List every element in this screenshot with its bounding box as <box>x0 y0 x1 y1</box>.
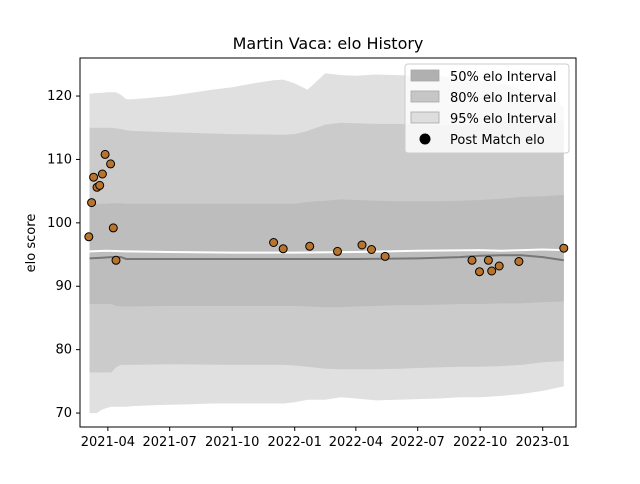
plot-content <box>84 73 569 414</box>
y-tick-label: 120 <box>47 89 72 104</box>
x-tick-label: 2021-07 <box>143 435 197 450</box>
plot-area <box>84 73 569 414</box>
match-point <box>305 241 315 251</box>
axes: 70 80 90 100 110 120 2021-04 2021-07 2021-10 2022… <box>47 57 577 450</box>
x-tick-label: 2022-07 <box>391 435 445 450</box>
match-point <box>357 240 367 250</box>
match-point <box>106 159 116 169</box>
expected-elo-line <box>89 248 564 254</box>
legend-swatch <box>410 90 440 103</box>
match-point <box>514 257 524 266</box>
legend-label: Post Match elo <box>450 133 545 148</box>
match-point <box>111 255 121 265</box>
band-50-interval <box>89 194 564 308</box>
match-point <box>467 255 477 265</box>
chart-title: Martin Vaca: elo History <box>233 34 424 53</box>
legend-label: 95% elo Interval <box>450 112 557 127</box>
y-tick-label: 100 <box>47 216 72 231</box>
y-tick-label: 70 <box>55 406 72 421</box>
y-tick-label: 110 <box>47 152 72 167</box>
match-point <box>87 198 97 208</box>
x-tick-label: 2022-10 <box>453 435 507 450</box>
match-point <box>95 180 105 190</box>
y-tick-label: 80 <box>55 343 72 358</box>
x-tick-label: 2022-01 <box>268 435 322 450</box>
legend-swatch <box>410 69 440 82</box>
match-point <box>475 267 484 277</box>
match-point <box>269 238 279 247</box>
match-point <box>97 169 107 179</box>
legend-marker <box>419 133 431 145</box>
x-tick-label: 2021-04 <box>81 435 135 450</box>
legend-box <box>404 63 570 154</box>
match-point <box>487 266 497 276</box>
match-point <box>84 232 94 242</box>
legend-swatch <box>410 111 440 124</box>
legend-label: 50% elo Interval <box>450 70 557 85</box>
x-tick-label: 2022-04 <box>329 435 383 450</box>
x-tick-label: 2023-01 <box>516 435 570 450</box>
match-point <box>333 246 342 256</box>
match-point <box>494 261 504 271</box>
x-tick-label: 2021-10 <box>205 435 259 450</box>
plot-frame <box>79 57 577 428</box>
match-point <box>367 245 376 254</box>
match-point <box>483 255 493 265</box>
legend-label: 80% elo Interval <box>450 91 557 106</box>
y-tick-label: 90 <box>55 279 72 294</box>
match-point <box>278 244 288 254</box>
match-point <box>108 223 118 233</box>
match-point <box>100 149 110 159</box>
y-axis-label: elo score <box>24 214 39 273</box>
match-point <box>380 251 390 261</box>
legend: 50% elo Interval 80% elo Interval 95% elo … <box>404 63 570 154</box>
match-point <box>89 172 99 182</box>
match-point <box>559 243 569 253</box>
